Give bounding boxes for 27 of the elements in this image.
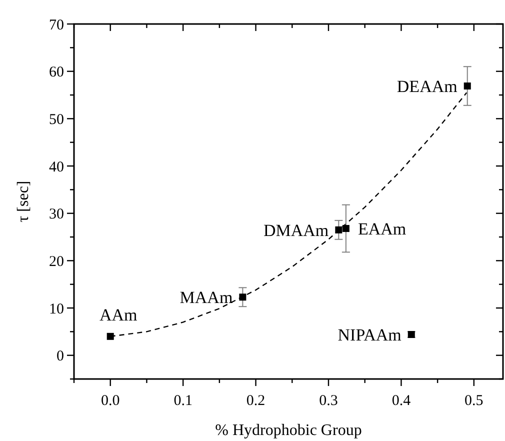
annotation: MAAm xyxy=(180,288,233,308)
annotation: DEAAm xyxy=(396,76,458,96)
y-axis-title: τ [sec] xyxy=(15,180,32,222)
annotation: EAAm xyxy=(358,219,406,238)
annotation: NIPAAm xyxy=(338,325,402,344)
point xyxy=(464,82,471,90)
point xyxy=(335,226,342,234)
y-tick-label: 40 xyxy=(49,159,64,176)
x-tick-label: 0.5 xyxy=(464,393,484,409)
point xyxy=(239,294,246,301)
y-tick-label: 0 xyxy=(56,348,64,365)
y-tick-label: 50 xyxy=(49,112,64,128)
x-tick-label: 0.3 xyxy=(319,393,338,409)
y-tick-label: 60 xyxy=(49,64,64,81)
x-tick-label: 0.2 xyxy=(246,393,266,409)
y-tick-label: 20 xyxy=(49,254,64,270)
annotation: AAm xyxy=(99,305,138,324)
x-tick-label: 0.1 xyxy=(174,393,192,409)
x-tick-label: 0.4 xyxy=(392,393,412,409)
point xyxy=(106,332,114,340)
annotation: DMAAm xyxy=(264,220,329,240)
x-axis-title: % Hydrophobic Group xyxy=(215,422,362,439)
point xyxy=(342,224,350,232)
y-tick-label: 30 xyxy=(49,206,64,223)
x-tick-label: 0.0 xyxy=(100,393,120,409)
y-tick-label: 10 xyxy=(49,301,64,318)
y-tick-label: 70 xyxy=(49,17,64,34)
